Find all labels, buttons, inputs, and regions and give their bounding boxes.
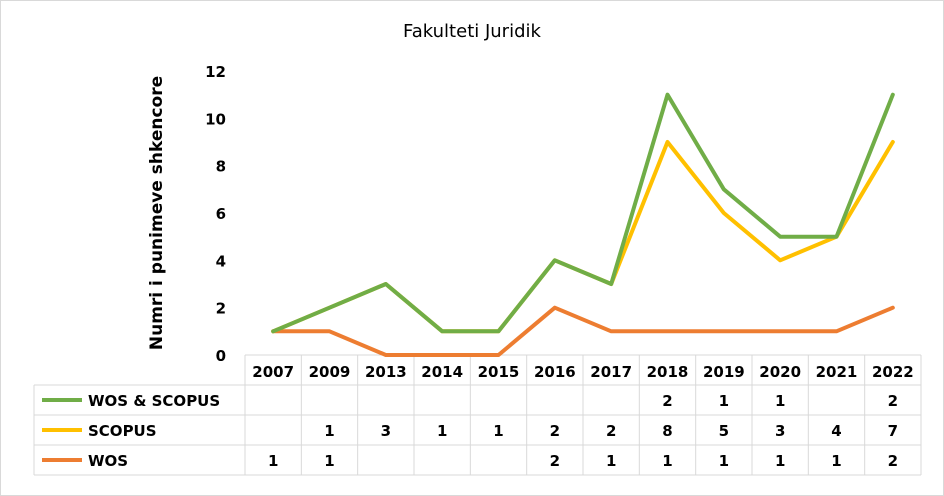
x-category-label: 2019 xyxy=(703,363,745,381)
x-category-label: 2020 xyxy=(759,363,801,381)
table-cell-value: 2 xyxy=(606,422,616,440)
chart-title: Fakulteti Juridik xyxy=(403,21,541,42)
table-cell-value: 1 xyxy=(324,452,334,470)
x-category-label: 2015 xyxy=(478,363,520,381)
x-category-label: 2007 xyxy=(252,363,294,381)
y-tick-label: 12 xyxy=(205,63,226,81)
x-category-label: 2016 xyxy=(534,363,576,381)
table-cell-value: 5 xyxy=(719,422,729,440)
y-tick-label: 6 xyxy=(216,205,226,223)
y-tick-label: 4 xyxy=(216,252,226,270)
x-category-label: 2009 xyxy=(309,363,351,381)
legend-label: WOS & SCOPUS xyxy=(88,392,220,410)
legend-label: SCOPUS xyxy=(88,422,157,440)
table-cell-value: 1 xyxy=(775,452,785,470)
table-cell-value: 2 xyxy=(888,452,898,470)
table-cell-value: 3 xyxy=(381,422,391,440)
series-lines xyxy=(271,92,895,357)
x-category-label: 2013 xyxy=(365,363,407,381)
x-category-label: 2021 xyxy=(816,363,858,381)
table-cell-value: 1 xyxy=(606,452,616,470)
series-line xyxy=(271,92,895,334)
y-axis-ticks: 0 2 4 6 8 10 12 xyxy=(205,63,226,365)
y-tick-label: 8 xyxy=(216,158,226,176)
table-cell-value: 1 xyxy=(662,452,672,470)
table-cell-value: 8 xyxy=(662,422,672,440)
x-category-label: 2018 xyxy=(647,363,689,381)
table-cell-value: 2 xyxy=(888,392,898,410)
x-category-label: 2014 xyxy=(421,363,463,381)
legend-label: WOS xyxy=(88,452,128,470)
table-cell-value: 1 xyxy=(775,392,785,410)
table-cell-value: 1 xyxy=(719,452,729,470)
table-cell-value: 2 xyxy=(550,452,560,470)
table-cell-value: 3 xyxy=(775,422,785,440)
table-cell-value: 2 xyxy=(662,392,672,410)
y-axis-label: Numri i punimeve shkencore xyxy=(147,76,167,350)
category-labels: 2007 2009 2013 2014 2015 2016 2017 2018 2019 2020… xyxy=(252,363,913,381)
table-cell-value: 1 xyxy=(831,452,841,470)
table-cell-value: 1 xyxy=(437,422,447,440)
table-cell-value: 1 xyxy=(268,452,278,470)
x-category-label: 2022 xyxy=(872,363,914,381)
data-table-grid xyxy=(33,354,922,476)
y-tick-label: 2 xyxy=(216,300,226,318)
table-cell-value: 1 xyxy=(324,422,334,440)
table-cell-value: 4 xyxy=(831,422,841,440)
y-tick-label: 10 xyxy=(205,110,226,128)
x-category-label: 2017 xyxy=(590,363,632,381)
data-table: WOS & SCOPUS 2 1 1 2 SCOPUS 1 3 1 1 2 2 8 5 3 4 7 WOS 1 1 2 1… xyxy=(42,392,898,470)
y-tick-label: 0 xyxy=(216,347,226,365)
table-cell-value: 1 xyxy=(719,392,729,410)
table-cell-value: 1 xyxy=(493,422,503,440)
series-line xyxy=(271,305,895,357)
table-cell-value: 2 xyxy=(550,422,560,440)
table-cell-value: 7 xyxy=(888,422,898,440)
